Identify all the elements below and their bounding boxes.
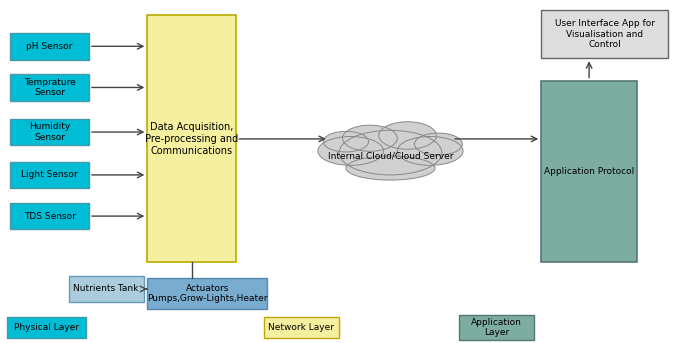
FancyBboxPatch shape	[147, 278, 267, 309]
Text: pH Sensor: pH Sensor	[27, 42, 73, 51]
Text: Data Acquisition,
Pre-processing and
Communications: Data Acquisition, Pre-processing and Com…	[145, 122, 238, 155]
FancyBboxPatch shape	[7, 317, 86, 338]
Ellipse shape	[414, 133, 462, 155]
FancyBboxPatch shape	[10, 162, 89, 188]
Ellipse shape	[397, 137, 463, 165]
FancyBboxPatch shape	[147, 15, 236, 262]
FancyBboxPatch shape	[10, 33, 89, 60]
Text: TDS Sensor: TDS Sensor	[24, 212, 75, 221]
Text: Application Protocol: Application Protocol	[544, 167, 634, 176]
FancyBboxPatch shape	[541, 81, 637, 262]
Text: Internal Cloud/Cloud Server: Internal Cloud/Cloud Server	[327, 152, 453, 161]
FancyBboxPatch shape	[459, 315, 534, 340]
FancyBboxPatch shape	[10, 119, 89, 145]
Ellipse shape	[379, 122, 436, 149]
Ellipse shape	[339, 130, 442, 175]
FancyBboxPatch shape	[541, 10, 668, 58]
FancyBboxPatch shape	[68, 276, 144, 302]
Ellipse shape	[342, 125, 397, 151]
Ellipse shape	[323, 131, 369, 152]
Text: Application
Layer: Application Layer	[471, 318, 522, 337]
Text: Temprature
Sensor: Temprature Sensor	[24, 78, 75, 97]
Ellipse shape	[346, 156, 435, 180]
Text: Actuators
Pumps,Grow-Lights,Heater: Actuators Pumps,Grow-Lights,Heater	[147, 284, 267, 303]
FancyBboxPatch shape	[10, 203, 89, 229]
Text: Humidity
Sensor: Humidity Sensor	[29, 122, 71, 142]
Text: User Interface App for
Visualisation and
Control: User Interface App for Visualisation and…	[555, 20, 654, 49]
Text: Physical Layer: Physical Layer	[14, 323, 79, 332]
Text: Nutrients Tank: Nutrients Tank	[73, 284, 139, 294]
FancyBboxPatch shape	[10, 74, 89, 101]
Text: Light Sensor: Light Sensor	[21, 170, 78, 179]
Text: Network Layer: Network Layer	[269, 323, 334, 332]
Ellipse shape	[318, 137, 384, 165]
FancyBboxPatch shape	[264, 317, 339, 338]
